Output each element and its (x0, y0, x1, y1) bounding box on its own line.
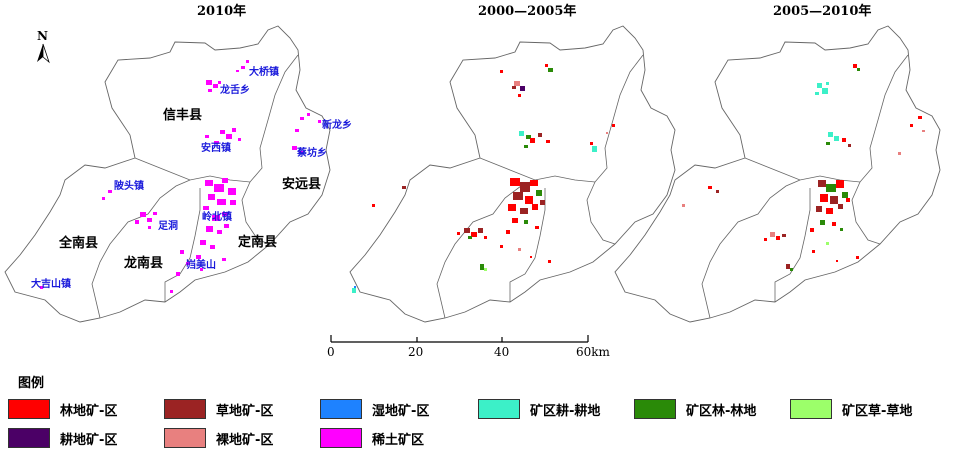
legend-item-bare-to-mine: 裸地矿-区 (164, 427, 273, 449)
county-label-dingnan: 定南县 (237, 234, 277, 250)
scale-bar: 0 20 40 60km (327, 335, 611, 359)
town-label-daqiao: 大桥镇 (249, 65, 279, 78)
legend-item-rare-earth-mine: 稀土矿区 (320, 427, 424, 449)
town-label-longshe: 龙舌乡 (219, 83, 250, 96)
map-2005-2010 (614, 25, 941, 323)
change-patches-2005-2010 (682, 64, 925, 271)
legend-label: 湿地矿-区 (372, 403, 430, 419)
legend-item-crop-to-mine: 耕地矿-区 (8, 427, 117, 449)
legend-item-wetland-to-mine: 湿地矿-区 (320, 398, 429, 420)
town-label-dajishan: 大吉山镇 (31, 277, 71, 290)
legend-title: 图例 (18, 376, 45, 391)
legend-label: 稀土矿区 (372, 432, 425, 448)
legend-swatch (478, 399, 520, 419)
map-area: N 信丰县 安远县 全南县 龙南县 定南县 大桥镇 龙舌乡 新龙乡 蔡坊乡 安西… (4, 25, 941, 359)
county-label-anyuan: 安远县 (282, 176, 321, 192)
legend-item-mine-forest-to-forest: 矿区林-林地 (634, 398, 756, 420)
scale-tick-60km: 60km (576, 345, 611, 359)
county-label-quannan: 全南县 (58, 235, 98, 251)
map-2010: N 信丰县 安远县 全南县 龙南县 定南县 大桥镇 龙舌乡 新龙乡 蔡坊乡 安西… (4, 25, 352, 323)
legend-label: 矿区林-林地 (686, 403, 757, 419)
north-label: N (37, 29, 48, 43)
legend-label: 林地矿-区 (60, 403, 118, 419)
town-label-kuimei: 岿美山 (186, 258, 216, 271)
panel-title-2010: 2010年 (197, 4, 247, 19)
legend-swatch (8, 428, 50, 448)
legend-item-mine-grass-to-grass: 矿区草-草地 (790, 398, 912, 420)
town-label-pitou: 陂头镇 (114, 179, 144, 192)
town-label-lingbei: 岭北镇 (202, 210, 232, 223)
legend-label: 矿区耕-耕地 (530, 403, 601, 419)
county-label-xinfeng: 信丰县 (163, 107, 202, 123)
town-label-zudong: 足洞 (158, 219, 178, 232)
legend-item-forest-to-mine: 林地矿-区 (8, 398, 117, 420)
legend-swatch (634, 399, 676, 419)
north-arrow-icon (37, 43, 50, 64)
map-2000-2005 (349, 25, 676, 323)
scale-tick-20: 20 (408, 345, 423, 359)
town-label-anxi: 安西镇 (201, 141, 231, 154)
scale-tick-40: 40 (494, 345, 509, 359)
legend-label: 耕地矿-区 (60, 432, 118, 448)
legend-swatch (8, 399, 50, 419)
legend-swatch (164, 428, 206, 448)
legend-label: 草地矿-区 (216, 403, 274, 419)
legend-item-grass-to-mine: 草地矿-区 (164, 398, 273, 420)
panel-title-2005-2010: 2005—2010年 (773, 4, 872, 19)
legend-swatch (164, 399, 206, 419)
town-label-caifang: 蔡坊乡 (296, 146, 327, 159)
legend-swatch (320, 428, 362, 448)
town-label-xinlong: 新龙乡 (322, 118, 352, 131)
legend-swatch (320, 399, 362, 419)
panel-title-2000-2005: 2000—2005年 (478, 4, 577, 19)
scale-tick-0: 0 (327, 345, 335, 359)
change-patches-2000-2005 (352, 64, 615, 293)
legend-item-mine-crop-to-crop: 矿区耕-耕地 (478, 398, 600, 420)
county-label-longnan: 龙南县 (124, 255, 163, 271)
legend-swatch (790, 399, 832, 419)
legend-label: 裸地矿-区 (216, 432, 274, 448)
rare-earth-patches (40, 60, 321, 293)
legend-label: 矿区草-草地 (842, 403, 913, 419)
